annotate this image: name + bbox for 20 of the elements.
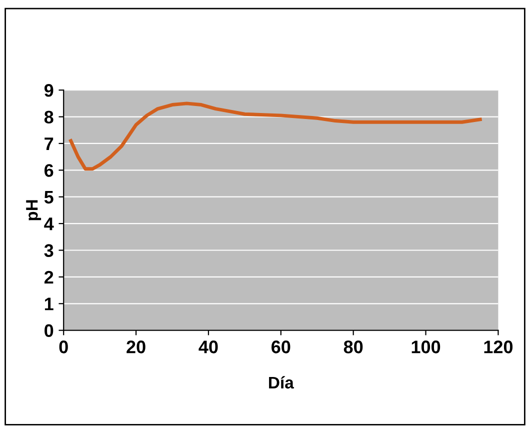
y-axis-title: pH (26, 200, 42, 220)
y-tick-label: 0 (44, 324, 54, 338)
y-tick-label: 2 (44, 270, 54, 284)
y-tick-label: 4 (44, 218, 54, 230)
y-tick-label: 7 (44, 138, 54, 150)
x-tick-label: 0 (59, 340, 68, 354)
x-tick-label: 60 (272, 340, 290, 354)
x-axis-title: Día (269, 376, 294, 389)
x-tick-label: 40 (198, 340, 218, 354)
x-tick-label: 20 (126, 340, 146, 354)
y-tick-label: 9 (44, 84, 54, 97)
y-tick-label: 1 (44, 298, 54, 310)
y-tick-label: 3 (44, 244, 54, 257)
x-tick-label: 120 (484, 340, 513, 354)
line-series (69, 102, 482, 171)
y-tick-label: 8 (44, 110, 54, 124)
x-tick-label: 80 (344, 340, 363, 354)
x-tick-label: 100 (412, 340, 440, 354)
y-tick-label: 6 (44, 164, 54, 177)
y-tick-label: 5 (44, 190, 54, 204)
